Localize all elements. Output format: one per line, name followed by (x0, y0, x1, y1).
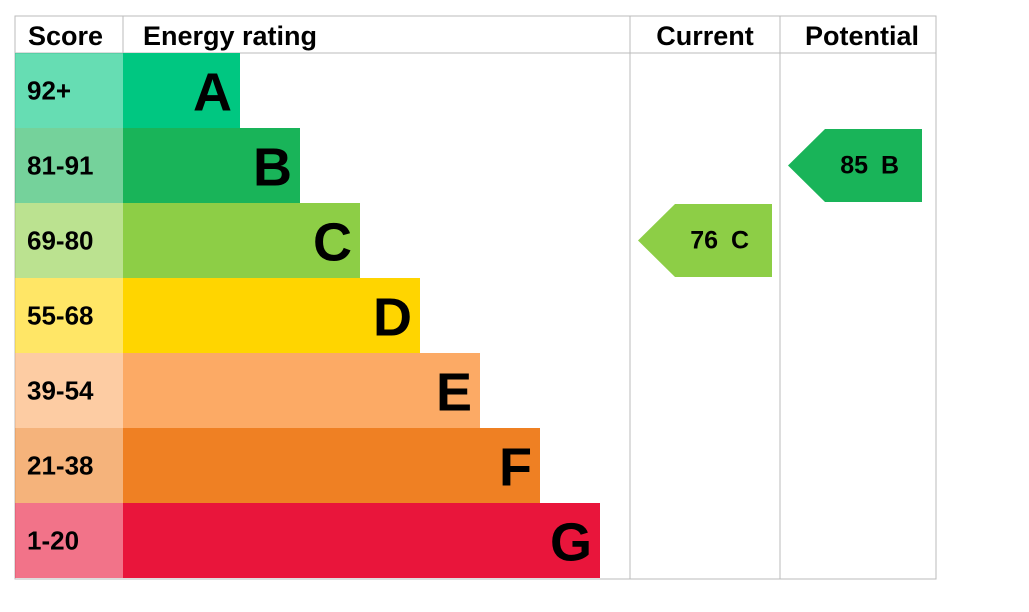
rating-bar (123, 428, 540, 503)
current-value: 76 (690, 227, 718, 255)
rating-letter: B (253, 138, 292, 198)
score-label: 81-91 (27, 151, 94, 181)
score-cell (15, 53, 123, 128)
header-rating: Energy rating (143, 21, 317, 51)
header-score: Score (28, 21, 103, 51)
rating-letter: D (373, 288, 412, 348)
score-cell (15, 503, 123, 578)
score-label: 92+ (27, 76, 71, 106)
score-label: 55-68 (27, 301, 94, 331)
header-potential: Potential (805, 21, 919, 51)
potential-value: 85 (840, 152, 868, 180)
rating-bar (123, 353, 480, 428)
rating-letter: A (193, 63, 232, 123)
rating-letter: G (550, 513, 592, 573)
rating-bar (123, 53, 240, 128)
score-label: 39-54 (27, 376, 94, 406)
rating-letter: F (499, 438, 532, 498)
current-band: C (731, 227, 749, 255)
score-cell (15, 203, 123, 278)
rating-bar (123, 203, 360, 278)
rating-letter: E (436, 363, 472, 423)
score-label: 1-20 (27, 526, 79, 556)
score-label: 21-38 (27, 451, 94, 481)
rating-bar (123, 278, 420, 353)
rating-bar (123, 503, 600, 578)
rating-letter: C (313, 213, 352, 273)
score-cell (15, 128, 123, 203)
potential-arrow (788, 129, 922, 202)
current-arrow (638, 204, 772, 277)
header-current: Current (656, 21, 754, 51)
score-label: 69-80 (27, 226, 94, 256)
score-cell (15, 353, 123, 428)
score-cell (15, 428, 123, 503)
potential-band: B (881, 152, 899, 180)
rating-bar (123, 128, 300, 203)
score-cell (15, 278, 123, 353)
